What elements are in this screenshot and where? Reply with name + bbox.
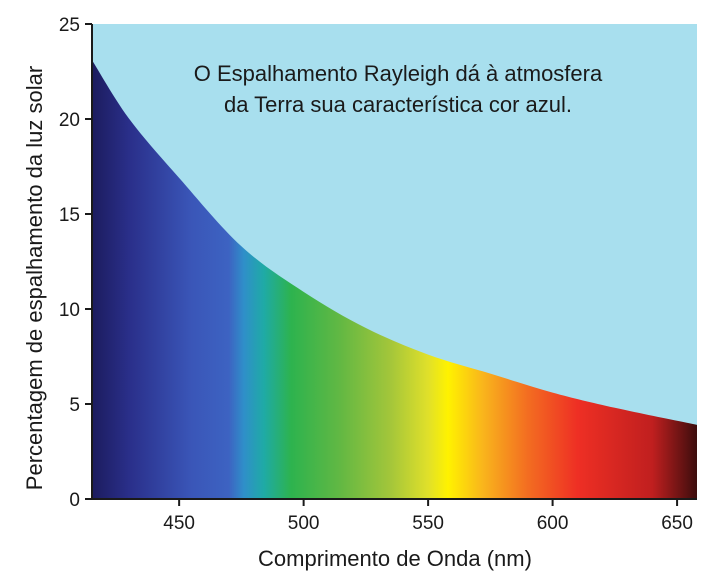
annotation-line-2: da Terra sua característica cor azul.	[224, 92, 572, 117]
x-ticks: 450 500 550 600 650	[163, 499, 693, 534]
x-tick-label: 450	[163, 513, 195, 534]
x-tick-label: 500	[288, 513, 320, 534]
x-tick-label: 550	[412, 513, 444, 534]
y-tick-label: 5	[69, 395, 80, 416]
y-ticks: 0 5 10 15 20 25	[59, 15, 92, 511]
spectrum-area	[92, 60, 697, 499]
axes	[91, 24, 697, 500]
plot-area	[92, 24, 697, 499]
x-tick-label: 650	[661, 513, 693, 534]
y-tick-label: 15	[59, 205, 80, 226]
y-tick-label: 25	[59, 15, 80, 36]
y-tick-label: 10	[59, 300, 80, 321]
x-tick-label: 600	[537, 513, 569, 534]
x-axis-label: Comprimento de Onda (nm)	[258, 546, 532, 571]
y-tick-label: 0	[69, 490, 80, 511]
y-tick-label: 20	[59, 110, 80, 131]
annotation-line-1: O Espalhamento Rayleigh dá à atmosfera	[194, 61, 603, 86]
y-axis-label: Percentagem de espalhamento da luz solar	[22, 66, 47, 490]
